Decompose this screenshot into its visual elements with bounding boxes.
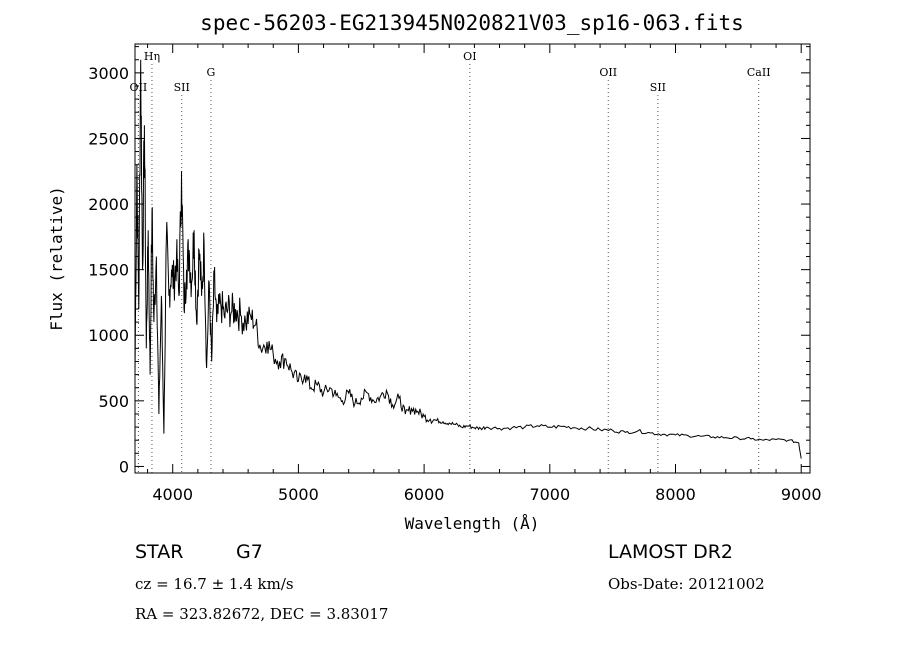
object-class: STAR bbox=[135, 541, 184, 563]
y-tick-label: 500 bbox=[98, 392, 129, 411]
x-tick-label: 7000 bbox=[529, 485, 570, 504]
emission-line-markers: OII Hη SII G OI OII SII CaII bbox=[130, 50, 771, 473]
object-subclass: G7 bbox=[236, 541, 263, 563]
coordinates: RA = 323.82672, DEC = 3.83017 bbox=[135, 605, 389, 623]
y-axis-label: Flux (relative) bbox=[47, 186, 66, 331]
line-marker-label: SII bbox=[650, 81, 666, 94]
x-tick-label: 8000 bbox=[655, 485, 696, 504]
chart-title: spec-56203-EG213945N020821V03_sp16-063.f… bbox=[200, 11, 744, 35]
redshift-cz: cz = 16.7 ± 1.4 km/s bbox=[135, 575, 294, 593]
plot-frame bbox=[134, 43, 811, 474]
line-marker-label: OI bbox=[463, 50, 476, 63]
x-tick-label: 5000 bbox=[278, 485, 319, 504]
line-marker-label: Hη bbox=[144, 50, 160, 63]
axis-ticks: 4000 5000 6000 7000 8000 9000 0 500 1000 1500 2000… bbox=[88, 44, 822, 504]
line-marker-label: OII bbox=[130, 81, 148, 94]
line-marker-label: SII bbox=[174, 81, 190, 94]
survey-name: LAMOST DR2 bbox=[608, 541, 733, 563]
obs-date: Obs-Date: 20121002 bbox=[608, 575, 765, 593]
x-tick-label: 6000 bbox=[404, 485, 445, 504]
y-tick-label: 1000 bbox=[88, 326, 129, 345]
x-tick-label: 9000 bbox=[781, 485, 822, 504]
spectrum-line bbox=[134, 59, 802, 459]
y-tick-label: 1500 bbox=[88, 261, 129, 280]
y-tick-label: 2000 bbox=[88, 195, 129, 214]
line-marker-label: CaII bbox=[747, 66, 771, 79]
line-marker-label: OII bbox=[599, 66, 617, 79]
y-tick-label: 2500 bbox=[88, 129, 129, 148]
y-tick-label: 0 bbox=[119, 457, 129, 476]
line-marker-label: G bbox=[207, 66, 216, 79]
y-tick-label: 3000 bbox=[88, 64, 129, 83]
x-axis-label: Wavelength (Å) bbox=[405, 514, 540, 533]
x-tick-label: 4000 bbox=[152, 485, 193, 504]
